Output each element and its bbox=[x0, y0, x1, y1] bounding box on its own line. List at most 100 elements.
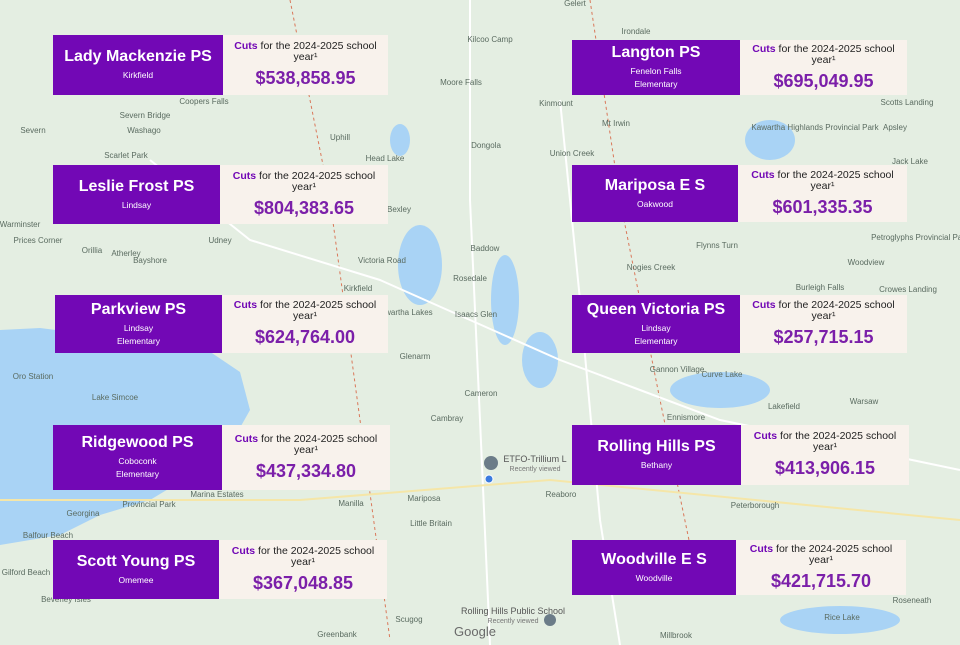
place-label: Rice Lake bbox=[824, 613, 860, 622]
school-detail: Lindsay bbox=[121, 199, 152, 210]
place-label: Baddow bbox=[471, 244, 500, 253]
school-panel: Rolling Hills PS Bethany bbox=[572, 425, 741, 485]
cuts-word: Cuts bbox=[231, 544, 256, 557]
school-detail: Elementary bbox=[117, 335, 160, 346]
place-label: Victoria Road bbox=[358, 256, 406, 265]
cuts-panel: Cuts for the 2024-2025 school year¹ $695,… bbox=[740, 40, 907, 95]
place-label: Curve Lake bbox=[702, 370, 743, 379]
cuts-text: for the 2024-2025 school year¹ bbox=[776, 542, 893, 566]
place-label: Balfour Beach bbox=[23, 531, 73, 540]
google-logo: Google bbox=[454, 624, 496, 639]
lake bbox=[670, 372, 770, 408]
cuts-word: Cuts bbox=[752, 299, 776, 311]
cuts-label: Cuts for the 2024-2025 school year¹ bbox=[228, 300, 382, 322]
school-detail: Lindsay bbox=[123, 322, 154, 333]
place-label: Woodview bbox=[848, 258, 885, 267]
place-label: Warminster bbox=[0, 220, 41, 229]
cuts-label: Cuts for the 2024-2025 school year¹ bbox=[226, 170, 382, 193]
place-label: Isaacs Glen bbox=[455, 310, 497, 319]
cut-amount: $695,049.95 bbox=[773, 70, 874, 91]
school-panel: Parkview PS Lindsay Elementary bbox=[55, 295, 222, 353]
cuts-word: Cuts bbox=[234, 40, 258, 52]
place-label: Cameron bbox=[465, 389, 498, 398]
cut-amount: $413,906.15 bbox=[774, 458, 876, 478]
cuts-label: Cuts for the 2024-2025 school year¹ bbox=[744, 168, 901, 192]
pin-note: Recently viewed bbox=[488, 618, 539, 625]
school-card: Leslie Frost PS Lindsay Cuts for the 2024-… bbox=[53, 165, 388, 224]
place-label: Warsaw bbox=[850, 397, 879, 406]
lake bbox=[745, 120, 795, 160]
cuts-panel: Cuts for the 2024-2025 school year¹ $367,… bbox=[219, 540, 387, 599]
place-label: Georgina bbox=[67, 509, 100, 518]
cuts-text: for the 2024-2025 school year¹ bbox=[777, 168, 894, 192]
pin-note: Recently viewed bbox=[510, 466, 561, 473]
school-card: Ridgewood PS Coboconk Elementary Cuts for t… bbox=[53, 425, 390, 490]
pin-label: Rolling Hills Public School bbox=[461, 606, 565, 616]
school-name: Woodville E S bbox=[601, 550, 707, 568]
cuts-panel: Cuts for the 2024-2025 school year¹ $437,… bbox=[222, 425, 390, 490]
cut-amount: $367,048.85 bbox=[252, 572, 354, 593]
cuts-word: Cuts bbox=[751, 168, 775, 181]
school-name: Ridgewood PS bbox=[81, 434, 194, 451]
cuts-panel: Cuts for the 2024-2025 school year¹ $804,… bbox=[220, 165, 388, 224]
lake bbox=[522, 332, 558, 388]
place-label: Flynns Turn bbox=[696, 241, 738, 250]
place-label: Orillia bbox=[82, 246, 103, 255]
cuts-panel: Cuts for the 2024-2025 school year¹ $538,… bbox=[223, 35, 388, 95]
place-label: Kinmount bbox=[539, 99, 574, 108]
place-label: Scotts Landing bbox=[881, 98, 934, 107]
cuts-panel: Cuts for the 2024-2025 school year¹ $601,… bbox=[738, 165, 907, 222]
pin[interactable] bbox=[484, 456, 498, 470]
cuts-label: Cuts for the 2024-2025 school year¹ bbox=[746, 42, 901, 66]
lake bbox=[398, 225, 442, 305]
cuts-label: Cuts for the 2024-2025 school year¹ bbox=[746, 300, 901, 322]
place-label: Prices Corner bbox=[14, 236, 63, 245]
place-label: Cambray bbox=[431, 414, 463, 423]
place-label: Beverley Isles bbox=[41, 595, 91, 604]
place-label: Udney bbox=[208, 236, 231, 245]
place-label: Roseneath bbox=[893, 596, 932, 605]
place-label: Uphill bbox=[330, 133, 350, 142]
school-card: Queen Victoria PS Lindsay Elementary Cuts f… bbox=[572, 295, 907, 353]
road bbox=[0, 478, 960, 521]
school-name: Lady Mackenzie PS bbox=[64, 48, 212, 65]
cut-amount: $257,715.15 bbox=[773, 327, 874, 347]
place-label: Kawartha Lakes bbox=[375, 308, 432, 317]
place-label: Scugog bbox=[395, 615, 422, 624]
school-name: Mariposa E S bbox=[604, 176, 706, 194]
place-label: Jack Lake bbox=[892, 157, 929, 166]
place-label: Burleigh Falls bbox=[796, 283, 844, 292]
pin[interactable] bbox=[544, 614, 556, 626]
place-label: Kirkfield bbox=[344, 284, 372, 293]
place-label: Crowes Landing bbox=[879, 285, 937, 294]
cuts-word: Cuts bbox=[233, 299, 258, 311]
cuts-text: for the 2024-2025 school year¹ bbox=[778, 42, 895, 66]
school-detail: Elementary bbox=[116, 469, 159, 479]
school-panel: Queen Victoria PS Lindsay Elementary bbox=[572, 295, 740, 353]
place-label: Bayshore bbox=[133, 256, 167, 265]
place-label: Reaboro bbox=[546, 490, 577, 499]
cuts-label: Cuts for the 2024-2025 school year¹ bbox=[228, 433, 384, 456]
place-label: Millbrook bbox=[660, 631, 693, 640]
cuts-text: for the 2024-2025 school year¹ bbox=[778, 299, 895, 322]
place-label: Marina Estates bbox=[190, 490, 243, 499]
lake bbox=[390, 124, 410, 156]
cuts-panel: Cuts for the 2024-2025 school year¹ $624,… bbox=[222, 295, 388, 353]
school-card: Rolling Hills PS Bethany Cuts for the 2024… bbox=[572, 425, 909, 485]
school-card: Scott Young PS Omemee Cuts for the 2024-20… bbox=[53, 540, 387, 599]
place-label: Petroglyphs Provincial Park bbox=[871, 233, 960, 242]
cuts-panel: Cuts for the 2024-2025 school year¹ $421,… bbox=[736, 540, 906, 595]
cuts-text: for the 2024-2025 school year¹ bbox=[780, 430, 897, 453]
place-label: Union Creek bbox=[550, 149, 595, 158]
school-name: Langton PS bbox=[611, 44, 701, 61]
cut-amount: $624,764.00 bbox=[254, 327, 356, 347]
place-label: Severn Bridge bbox=[120, 111, 171, 120]
school-card: Lady Mackenzie PS Kirkfield Cuts for the 2… bbox=[53, 35, 388, 95]
place-label: Nogies Creek bbox=[627, 263, 676, 272]
cut-amount: $421,715.70 bbox=[770, 570, 872, 591]
cuts-label: Cuts for the 2024-2025 school year¹ bbox=[742, 542, 900, 566]
place-label: Dongola bbox=[471, 141, 501, 150]
school-detail: Oakwood bbox=[637, 198, 673, 209]
school-card: Woodville E S Woodville Cuts for the 2024-… bbox=[572, 540, 906, 595]
